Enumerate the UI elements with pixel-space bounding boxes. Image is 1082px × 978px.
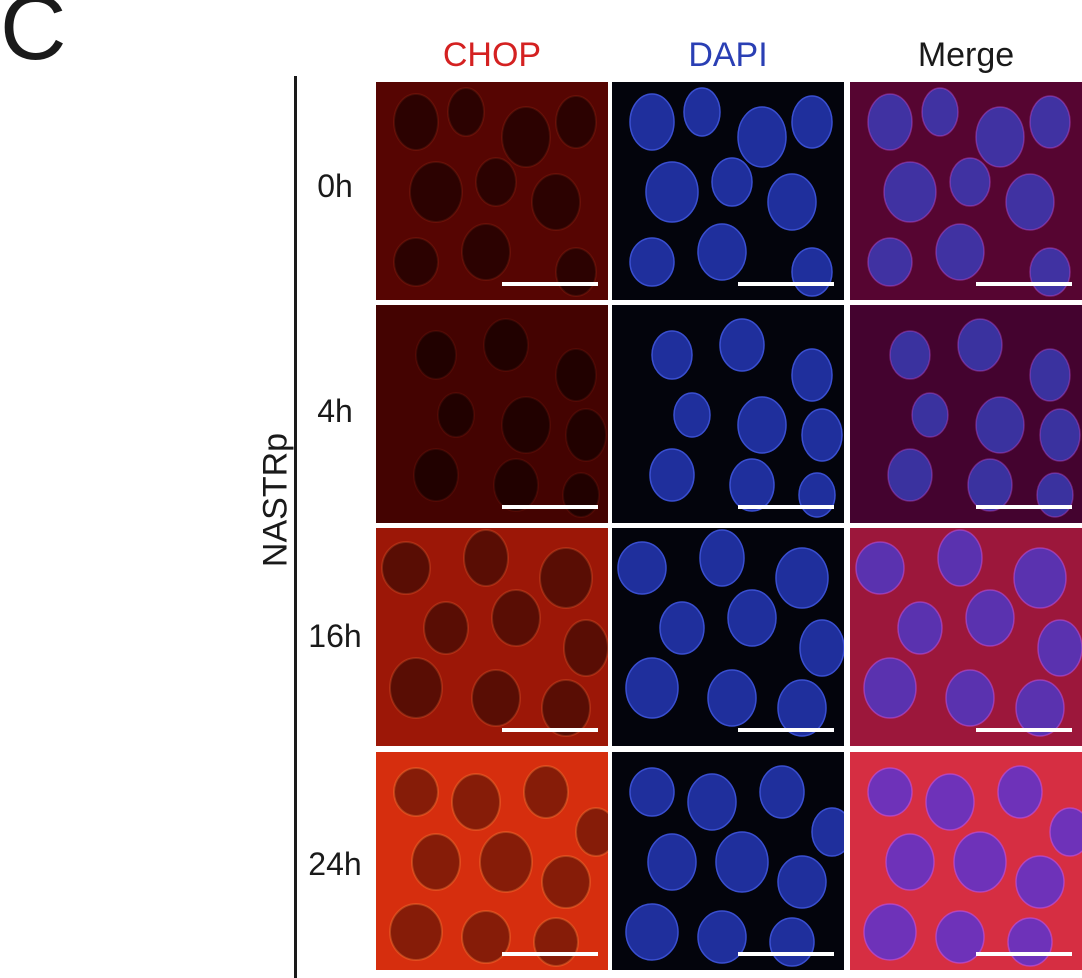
micrograph-merge-24h [850,752,1082,970]
micrograph-image [850,82,1082,300]
row-label-16h: 16h [308,618,362,654]
micrograph-image [376,82,608,300]
vertical-divider [294,76,297,978]
row-label-24h: 24h [308,846,362,882]
micrograph-image [376,752,608,970]
panel-letter: C [0,0,67,79]
micrograph-image [850,752,1082,970]
scale-bar [738,952,834,956]
micrograph-image [850,528,1082,746]
scale-bar [502,728,598,732]
scale-bar [738,505,834,509]
scale-bar [502,505,598,509]
column-header-merge: Merge [917,36,1015,74]
micrograph-image [376,528,608,746]
micrograph-merge-4h [850,305,1082,523]
micrograph-image [612,305,844,523]
micrograph-chop-4h [376,305,608,523]
micrograph-image [376,305,608,523]
row-label-0h: 0h [317,168,353,204]
micrograph-dapi-24h [612,752,844,970]
scale-bar [502,952,598,956]
micrograph-image [612,752,844,970]
scale-bar [738,728,834,732]
micrograph-merge-16h [850,528,1082,746]
micrograph-dapi-4h [612,305,844,523]
scale-bar [738,282,834,286]
scale-bar [976,505,1072,509]
column-header-chop: CHOP [442,36,542,74]
micrograph-image [612,528,844,746]
micrograph-image [612,82,844,300]
micrograph-dapi-16h [612,528,844,746]
micrograph-dapi-0h [612,82,844,300]
micrograph-merge-0h [850,82,1082,300]
row-label-4h: 4h [317,393,353,429]
scale-bar [976,728,1072,732]
group-label: NASTRp [256,432,295,568]
column-header-dapi: DAPI [688,36,768,74]
micrograph-image [850,305,1082,523]
scale-bar [976,952,1072,956]
micrograph-chop-0h [376,82,608,300]
scale-bar [976,282,1072,286]
micrograph-chop-16h [376,528,608,746]
scale-bar [502,282,598,286]
micrograph-chop-24h [376,752,608,970]
